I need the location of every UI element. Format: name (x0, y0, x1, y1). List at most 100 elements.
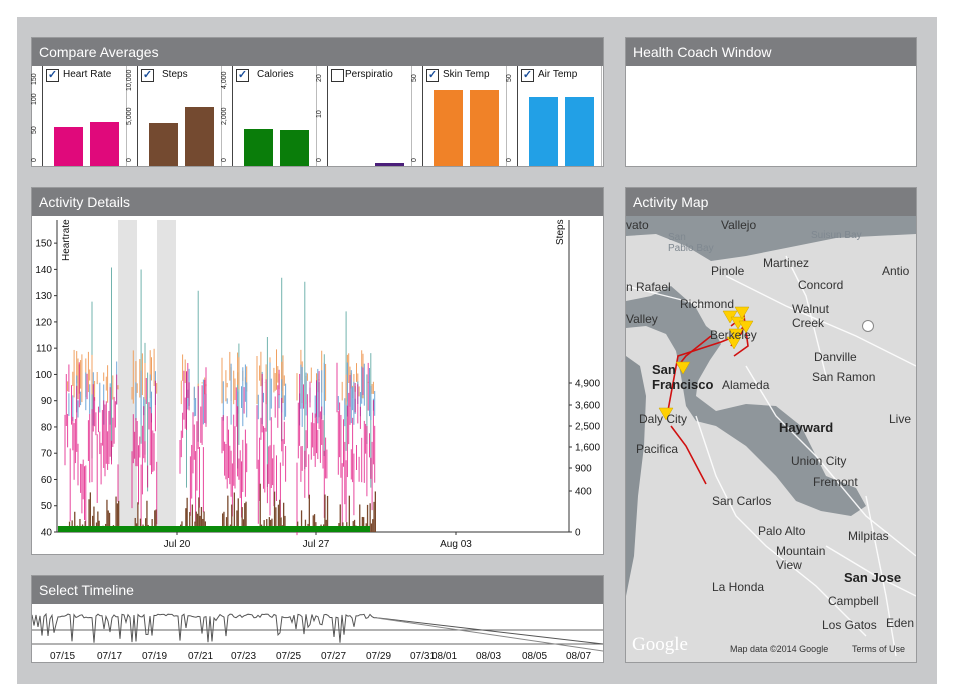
mini-chart-label: Air Temp (538, 69, 578, 80)
compass-icon (862, 320, 874, 332)
mini-chart-6: 50 0 ✓ Air Temp (506, 66, 602, 166)
mini-y-axis (517, 66, 518, 166)
average-bar (244, 129, 273, 166)
y-tick-label: 130 (35, 291, 52, 302)
timeline-brush[interactable]: 07/15 07/17 07/19 07/21 07/23 07/25 07/27 07/29… (32, 604, 603, 662)
activity-map-panel: Activity Map vato Vallejo San Pablo Bay Sui… (625, 187, 917, 663)
y-tick-label: 90 (41, 396, 53, 407)
mini-y-tick: 4,000 (221, 71, 228, 89)
mini-chart-label: Skin Temp (443, 69, 490, 80)
mini-y-tick: 150 (31, 72, 38, 85)
y-tick-label: 50 (41, 501, 53, 512)
average-bar (54, 127, 83, 166)
mini-y-axis (232, 66, 233, 166)
mini-checkbox[interactable] (331, 69, 344, 82)
map-label-vallejo: Vallejo (721, 218, 757, 232)
mini-y-tick: 10,000 (126, 69, 133, 92)
google-logo: Google (632, 634, 688, 655)
average-bar (149, 123, 178, 166)
map-label-mountain-view: Mountain View (776, 544, 826, 572)
activity-chart[interactable]: 150 140 130 120 110 100 90 80 70 60 50 40 4,900 3,600… (32, 216, 603, 554)
mini-checkbox[interactable]: ✓ (236, 69, 249, 82)
map-label-san-jose: San Jose (844, 570, 902, 585)
mini-y-tick: 0 (506, 158, 513, 163)
mini-y-tick: 50 (506, 74, 513, 83)
average-bar (375, 163, 404, 166)
y-axis-label: Heartrate (61, 219, 72, 261)
air-temp-trace (67, 348, 374, 405)
y2-tick-label: 1,600 (575, 443, 600, 454)
map-label-suisun-bay: Suisun Bay (811, 230, 862, 241)
timeline-tick-label: 07/25 (276, 651, 301, 662)
map-label-danville: Danville (814, 350, 857, 364)
map-label-milpitas: Milpitas (848, 529, 889, 543)
mini-y-tick: 0 (411, 158, 418, 163)
mini-checkbox[interactable]: ✓ (141, 69, 154, 82)
timeline-tick-label: 07/27 (321, 651, 346, 662)
y-tick-label: 140 (35, 265, 52, 276)
map-canvas[interactable]: vato Vallejo San Pablo Bay Suisun Bay Pinole… (626, 216, 916, 662)
activity-svg: 150 140 130 120 110 100 90 80 70 60 50 40 4,900 3,600… (35, 219, 600, 550)
map-label-livermore: Live (889, 412, 912, 426)
timeline-tick-label: 07/23 (231, 651, 256, 662)
map-label-martinez: Martinez (763, 256, 810, 270)
map-label-la-honda: La Honda (712, 580, 765, 594)
map-label-mill-valley: Valley (626, 312, 658, 326)
average-bar (434, 90, 463, 166)
timeline-tick-label: 07/17 (97, 651, 122, 662)
map-label-san-rafael: n Rafael (626, 280, 671, 294)
mini-y-axis (422, 66, 423, 166)
average-bar (565, 97, 594, 166)
x-tick-label: Jul 20 (164, 539, 191, 550)
mini-y-tick: 50 (31, 125, 38, 134)
y2-tick-label: 3,600 (575, 401, 600, 412)
selection-band (157, 220, 176, 532)
y-tick-label: 110 (36, 344, 52, 355)
activity-markers (658, 306, 754, 421)
activity-details-panel: Activity Details 150 140 130 120 110 100 90 80 7… (31, 187, 604, 555)
y-tick-label: 100 (35, 370, 52, 381)
y2-tick-label: 4,900 (575, 379, 600, 390)
y-tick-label: 70 (41, 449, 53, 460)
map-label-union-city: Union City (791, 454, 847, 468)
mini-checkbox[interactable]: ✓ (521, 69, 534, 82)
mini-checkbox[interactable]: ✓ (426, 69, 439, 82)
mini-checkbox[interactable]: ✓ (46, 69, 59, 82)
y-tick-label: 120 (35, 317, 52, 328)
timeline-tick-label: 07/15 (50, 651, 75, 662)
timeline-tick-label: 07/19 (142, 651, 167, 662)
mini-chart-label: Calories (257, 69, 294, 80)
mini-y-tick: 50 (411, 74, 418, 83)
map-label-concord: Concord (798, 278, 844, 292)
map-label-alameda: Alameda (722, 378, 770, 392)
mini-y-tick: 0 (221, 158, 228, 163)
calories-strip (58, 526, 370, 532)
map-label-pacifica: Pacifica (636, 442, 679, 456)
timeline-tick-label: 07/29 (366, 651, 391, 662)
select-timeline-title: Select Timeline (32, 576, 603, 604)
y2-tick-label: 400 (575, 487, 592, 498)
mini-chart-label: Perspiratio (345, 69, 393, 80)
map-label-daly-city: Daly City (639, 412, 688, 426)
map-label-walnut-creek: Walnut Creek (792, 302, 829, 330)
health-coach-panel: Health Coach Window (625, 37, 917, 167)
timeline-trace (32, 612, 603, 645)
average-bar (280, 130, 309, 166)
map-base (626, 216, 916, 657)
y-tick-label: 60 (41, 475, 53, 486)
mini-chart-5: 50 0 ✓ Skin Temp (411, 66, 507, 166)
map-label-palo-alto: Palo Alto (758, 524, 806, 538)
mini-y-tick: 10 (316, 110, 323, 119)
y-tick-label: 150 (35, 239, 52, 250)
compare-averages-title: Compare Averages (32, 38, 603, 66)
y2-tick-label: 900 (575, 464, 592, 475)
terms-of-use-link[interactable]: Terms of Use (852, 644, 906, 654)
mini-chart-1: 150 100 50 0 ✓ Heart Rate (31, 66, 127, 166)
map-label-berkeley: Berkeley (710, 328, 757, 342)
map-label-eden: Eden (886, 616, 915, 630)
mini-chart-4: 20 10 0 Perspiratio (316, 66, 412, 166)
timeline-tick-label: 08/03 (476, 651, 501, 662)
mini-y-tick: 0 (316, 158, 323, 163)
selection-band (118, 220, 137, 532)
y2-tick-label: 0 (575, 528, 581, 539)
